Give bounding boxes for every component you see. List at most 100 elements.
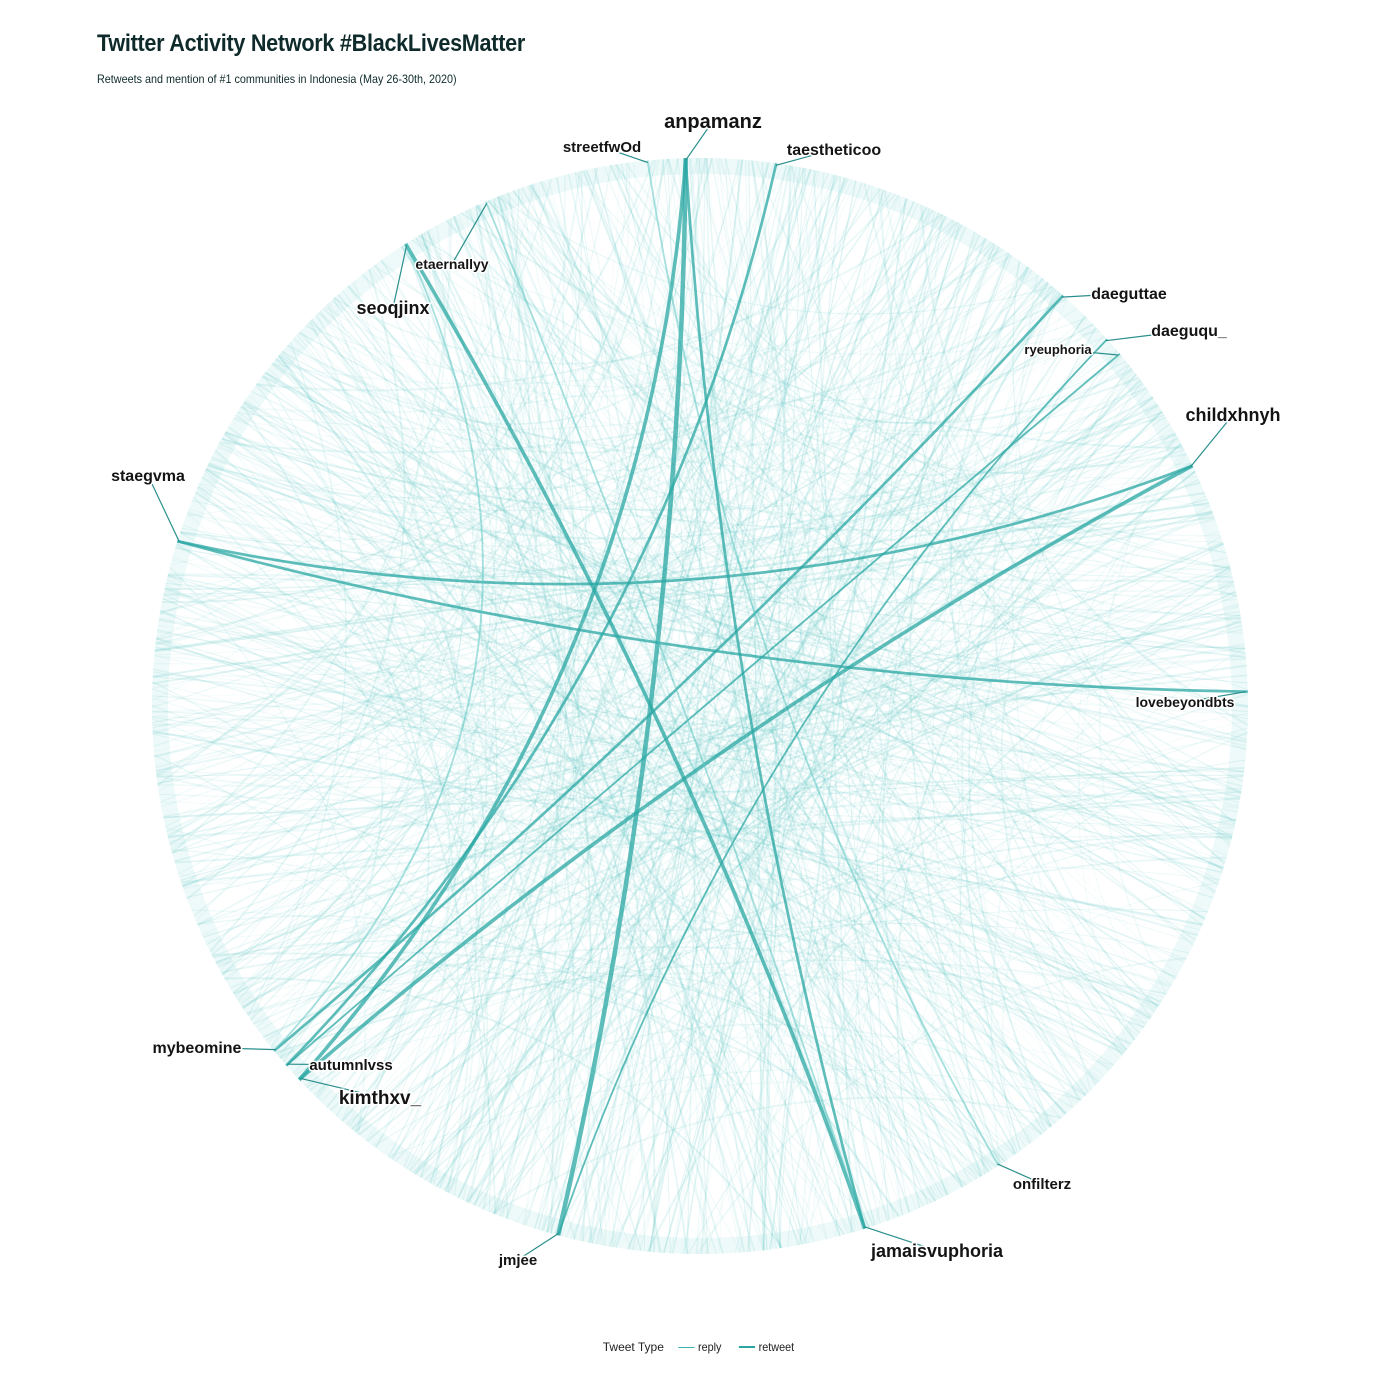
background-edge: [418, 235, 742, 1253]
background-edge: [968, 326, 1097, 1127]
background-spoke: [533, 183, 904, 1216]
background-edge: [817, 172, 1237, 598]
leader-mybeomine: [196, 1046, 276, 1051]
background-edge: [296, 164, 783, 1078]
background-edge: [761, 161, 1032, 1144]
background-edge: [155, 167, 599, 776]
background-edge: [175, 545, 1151, 1020]
background-edge: [361, 274, 1236, 824]
background-edge: [779, 443, 1182, 1249]
background-spoke: [404, 243, 782, 1249]
background-edge: [178, 245, 998, 875]
chart-subtitle: Retweets and mention of #1 communities i…: [97, 72, 457, 86]
background-edge: [675, 158, 1216, 547]
background-edge: [489, 286, 1055, 1213]
background-spoke: [264, 371, 1159, 1008]
background-edge: [155, 183, 536, 639]
background-edge: [926, 419, 1168, 1184]
background-edge: [790, 240, 990, 1247]
background-edge: [271, 928, 1115, 1066]
background-edge: [716, 158, 1082, 1100]
background-edge: [394, 619, 1242, 1163]
background-edge: [354, 832, 1233, 1133]
background-edge: [193, 159, 657, 917]
background-edge: [315, 314, 603, 1246]
background-edge: [166, 192, 521, 837]
background-edge: [492, 1096, 1062, 1215]
node-label-streetfwOd: streetfwOd: [563, 139, 641, 156]
background-edge: [803, 168, 1249, 707]
background-spoke: [224, 350, 1119, 980]
background-edge: [287, 344, 1244, 635]
background-edge: [380, 259, 944, 1198]
background-edge: [152, 307, 1078, 690]
background-edge: [218, 443, 1249, 713]
background-spoke: [595, 174, 836, 1245]
background-spoke: [237, 411, 1157, 1011]
background-spoke: [748, 160, 764, 1251]
background-edge: [881, 290, 1060, 1196]
background-edge: [152, 729, 1232, 841]
edge-taestheticoo-autumnlvss: [285, 162, 778, 1067]
background-edge: [737, 159, 1120, 1060]
background-edge: [274, 254, 1012, 472]
background-edge: [156, 771, 527, 1216]
background-edge: [225, 414, 1165, 512]
background-edge: [960, 279, 1045, 1153]
background-spoke: [492, 349, 1118, 1214]
leader-jamaisvuphoria: [864, 1226, 938, 1252]
chart-title: Twitter Activity Network #BlackLivesMatt…: [97, 30, 526, 57]
background-edge: [152, 732, 936, 1202]
background-edge: [224, 431, 1145, 1028]
background-spoke: [351, 282, 1015, 1156]
background-edge: [152, 682, 940, 1200]
edge-daeguttae-mybeomine: [273, 294, 1065, 1052]
background-edge: [152, 670, 1156, 1013]
legend-item-reply: reply: [674, 1340, 721, 1354]
background-edge: [797, 462, 1192, 1246]
background-edge: [296, 334, 645, 1252]
background-edge: [167, 188, 882, 838]
background-edge: [294, 923, 1190, 1075]
background-edge: [297, 332, 1139, 1037]
background-edge: [152, 688, 1074, 1109]
background-edge: [427, 269, 1034, 1183]
background-edge: [299, 978, 1062, 1119]
background-edge: [802, 882, 1219, 1245]
background-spoke: [813, 169, 853, 1233]
background-spoke: [341, 277, 1044, 1122]
background-edge: [201, 458, 1190, 936]
background-edge: [858, 185, 989, 1173]
background-edge: [526, 185, 1147, 433]
background-edge: [274, 360, 491, 1194]
background-spoke: [163, 766, 1245, 819]
background-spoke: [454, 215, 941, 1199]
background-spoke: [372, 436, 1178, 1146]
background-edge: [180, 614, 1241, 882]
background-edge: [275, 972, 1132, 1055]
background-edge: [324, 209, 935, 398]
background-edge: [186, 386, 1147, 547]
background-spoke: [207, 463, 1224, 869]
background-spoke: [414, 442, 1182, 1175]
background-spoke: [540, 181, 964, 1188]
background-edge: [515, 460, 1191, 1223]
background-spoke: [358, 470, 1196, 1136]
background-spoke: [667, 158, 709, 1254]
background-edge: [152, 681, 509, 1220]
background-spoke: [546, 234, 981, 1233]
background-edge: [182, 194, 899, 889]
background-edge: [216, 923, 1147, 1025]
node-label-daeguqu_: daeguqu_: [1151, 323, 1228, 340]
background-edge: [591, 168, 1248, 695]
background-spoke: [277, 354, 901, 1218]
background-edge: [158, 619, 1224, 869]
background-edge: [278, 216, 948, 454]
background-edge: [151, 704, 982, 1178]
legend-swatch-retweet: [738, 1346, 755, 1348]
background-edge: [209, 268, 406, 952]
node-label-autumnlvss: autumnlvss: [309, 1057, 392, 1074]
background-edge: [156, 773, 1171, 988]
background-edge: [160, 159, 660, 803]
